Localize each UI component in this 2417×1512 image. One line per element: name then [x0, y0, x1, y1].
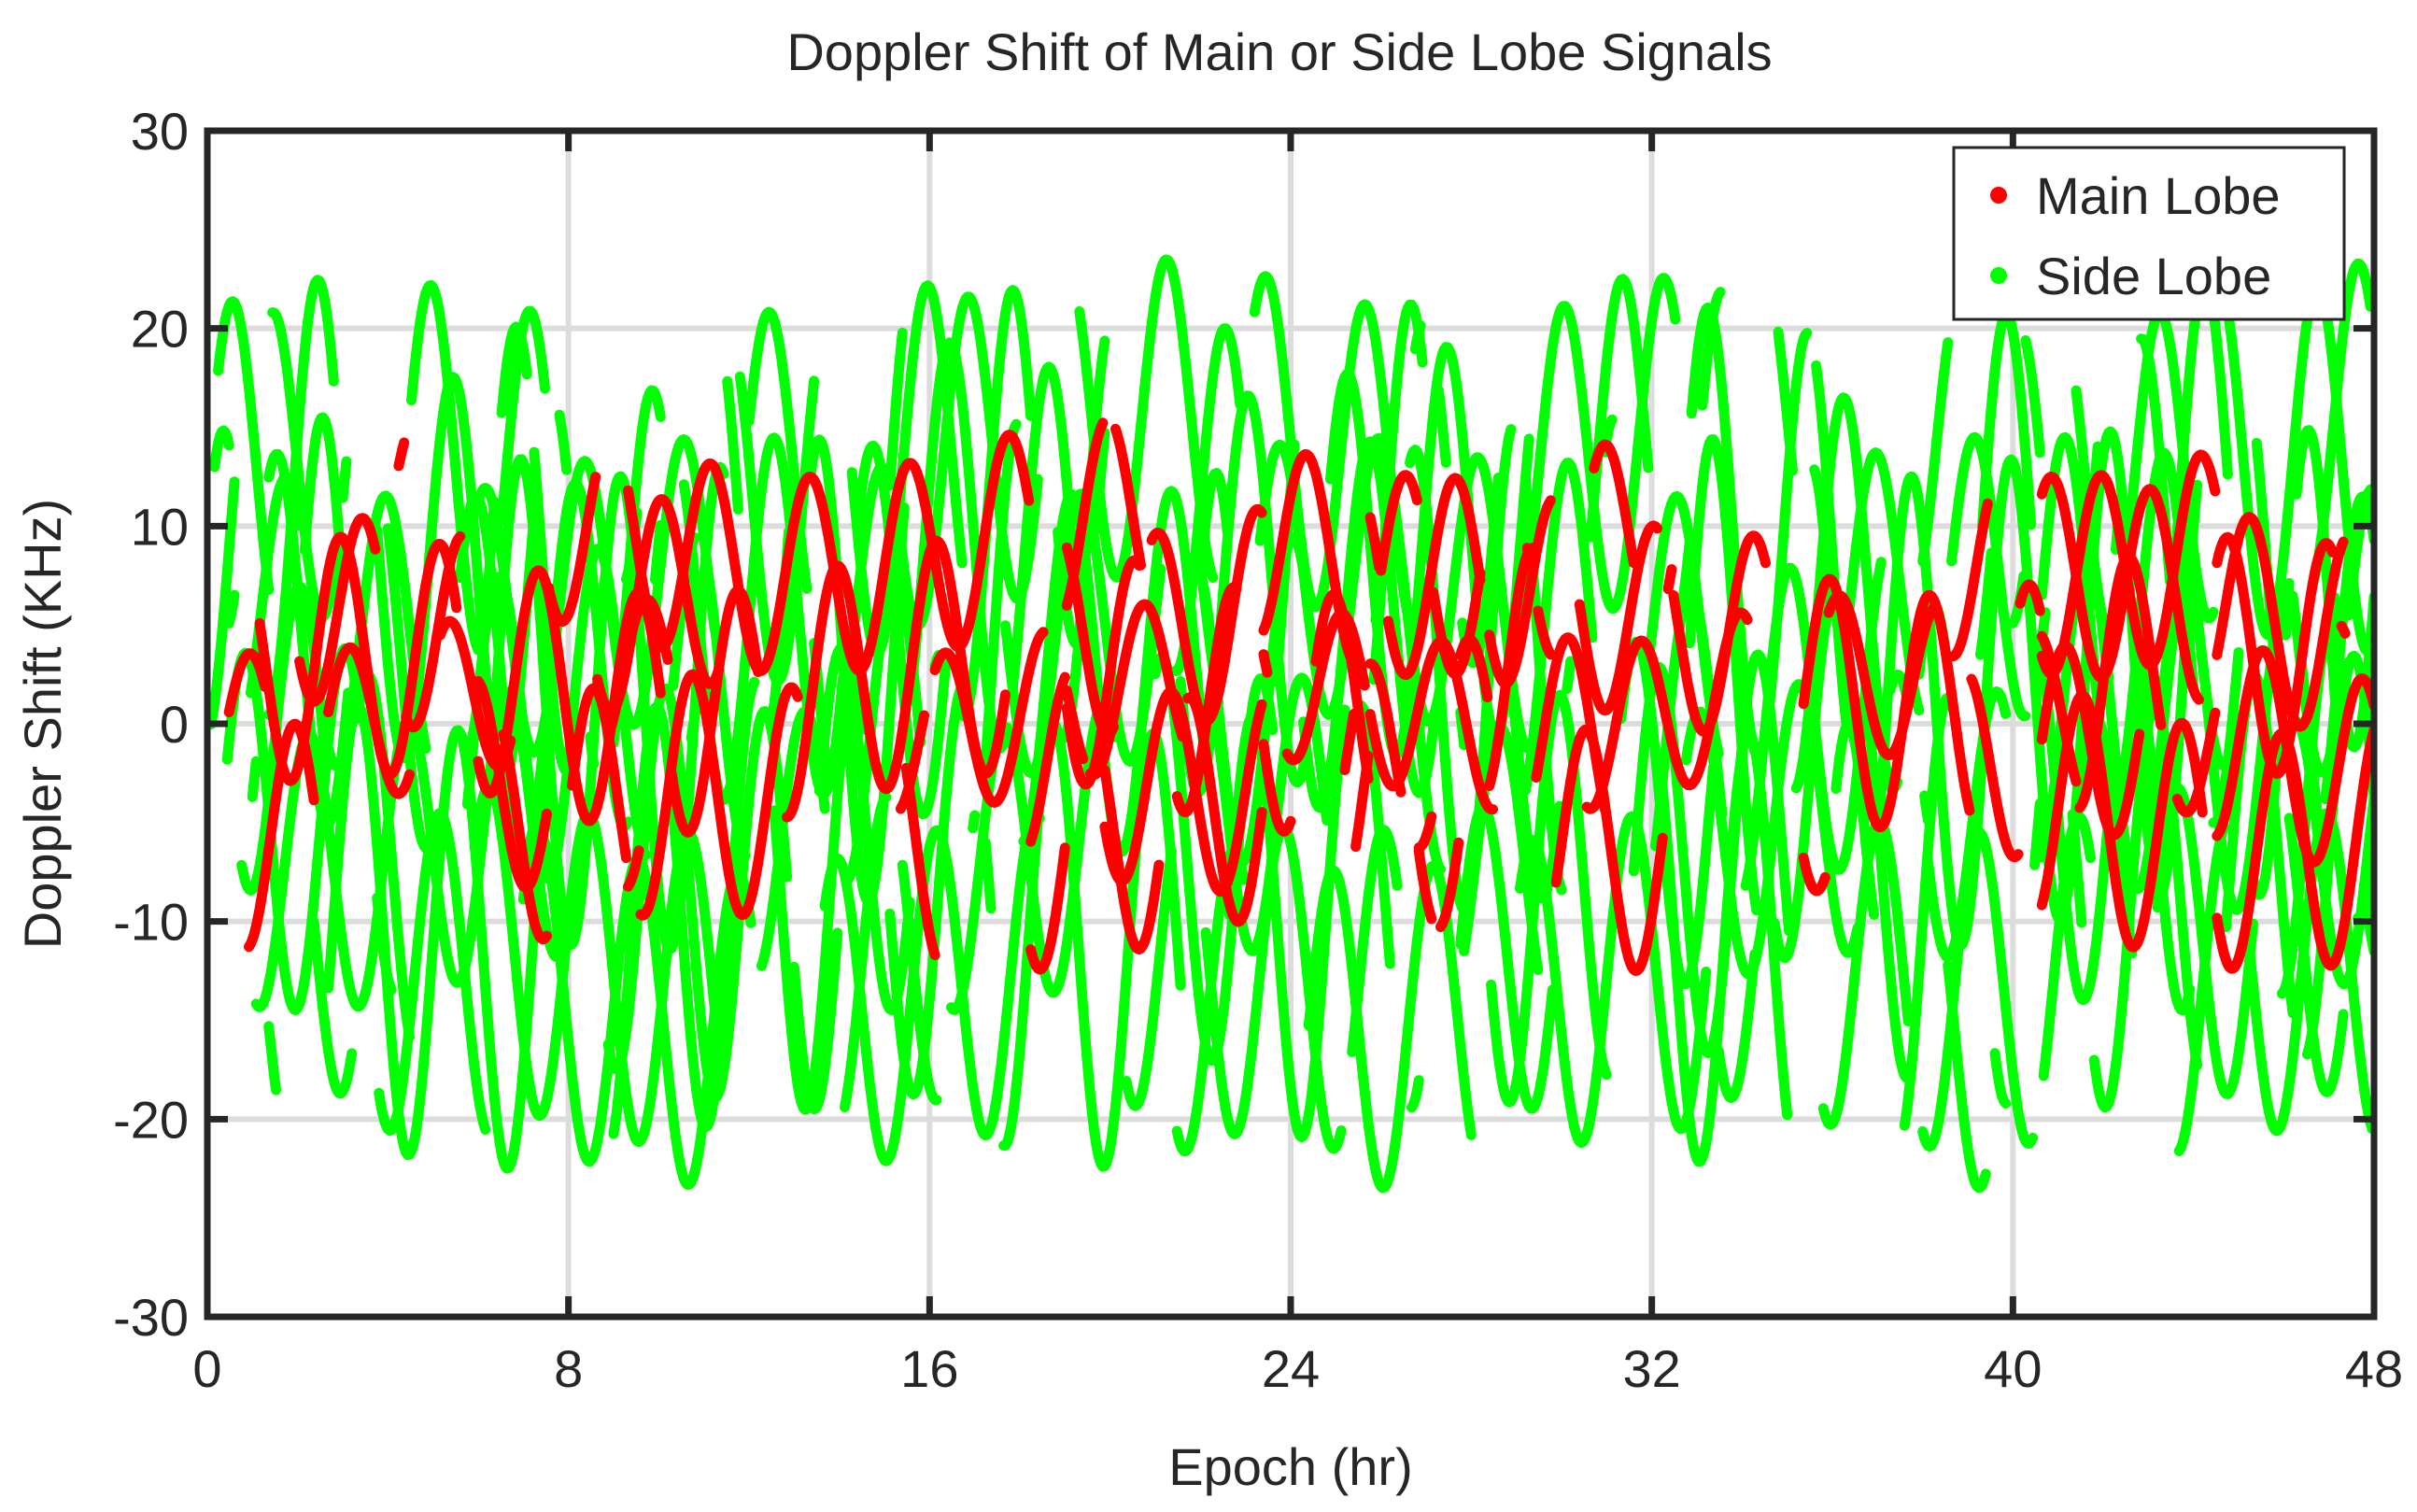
- y-tick-label: -30: [113, 1288, 189, 1347]
- legend-box: [1952, 146, 2346, 321]
- legend-main-lobe-label: Main Lobe: [2036, 166, 2281, 225]
- y-tick-label: 0: [160, 695, 189, 754]
- series-track: [473, 632, 2374, 897]
- y-tick-label: 20: [131, 300, 189, 359]
- y-axis-label: Doppler Shift (KHz): [13, 499, 72, 949]
- axis-ticks: 0 8 16 24 32 40 48 30 20 10 0 -10 -20 -30: [113, 102, 2403, 1398]
- series-track: [223, 590, 2351, 818]
- legend-side-lobe-marker: [1990, 267, 2007, 284]
- series-track: [393, 417, 2221, 680]
- x-tick-label: 24: [1262, 1339, 1320, 1398]
- x-axis-label: Epoch (hr): [1168, 1437, 1412, 1496]
- x-tick-label: 0: [192, 1339, 221, 1398]
- chart-title: Doppler Shift of Main or Side Lobe Signa…: [786, 22, 1772, 81]
- y-tick-label: 10: [131, 497, 189, 556]
- x-tick-label: 8: [554, 1339, 583, 1398]
- y-tick-label: 30: [131, 102, 189, 161]
- x-tick-label: 32: [1623, 1339, 1681, 1398]
- x-tick-label: 40: [1984, 1339, 2042, 1398]
- y-tick-label: -20: [113, 1090, 189, 1149]
- y-tick-label: -10: [113, 893, 189, 952]
- legend: Main Lobe Side Lobe: [1952, 146, 2346, 321]
- series-main-lobe: [223, 417, 2374, 976]
- legend-main-lobe-marker: [1990, 187, 2007, 204]
- x-tick-label: 48: [2345, 1339, 2403, 1398]
- series-track: [244, 669, 2374, 976]
- legend-side-lobe-label: Side Lobe: [2036, 247, 2271, 305]
- data-marks: [207, 254, 2374, 1194]
- x-tick-label: 16: [900, 1339, 958, 1398]
